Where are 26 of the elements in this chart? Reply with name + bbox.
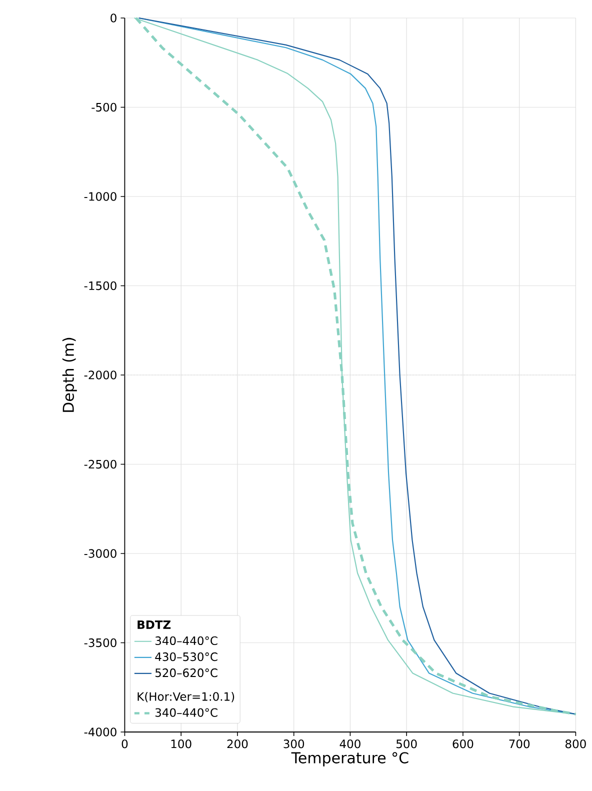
annotation: K(Hor:Ver=1:0.1) bbox=[138, 692, 234, 702]
y-tick-label: -3000 bbox=[84, 549, 117, 558]
y-tick-label: -2000 bbox=[84, 370, 117, 380]
y-tick-label: -1000 bbox=[84, 192, 117, 201]
x-tick-label: 700 bbox=[509, 740, 530, 748]
y-tick-label: -4000 bbox=[84, 728, 117, 736]
x-axis-title: Temperature °C bbox=[291, 752, 408, 766]
legend-label: 340–440°C bbox=[156, 708, 218, 717]
legend-label: 520–620°C bbox=[156, 668, 218, 678]
x-tick-label: 600 bbox=[452, 740, 474, 748]
y-tick-label: 0 bbox=[110, 14, 117, 22]
y-axis-title: Depth (m) bbox=[62, 338, 78, 412]
legend-title: BDTZ bbox=[138, 620, 171, 629]
y-tick-label: -500 bbox=[92, 102, 117, 112]
x-tick-label: 800 bbox=[566, 740, 586, 748]
x-tick-label: 500 bbox=[396, 740, 417, 748]
y-tick-label: -1500 bbox=[84, 281, 117, 290]
x-tick-label: 0 bbox=[122, 740, 128, 748]
legend-label: 340–440°C bbox=[156, 636, 218, 646]
y-tick-label: -2500 bbox=[84, 460, 117, 469]
x-tick-label: 100 bbox=[172, 740, 192, 748]
legend-label: 430–530°C bbox=[155, 652, 218, 662]
y-tick-label: -3500 bbox=[84, 638, 117, 648]
x-tick-label: 300 bbox=[284, 740, 304, 748]
x-tick-label: 400 bbox=[340, 740, 361, 748]
x-tick-label: 200 bbox=[227, 740, 248, 748]
